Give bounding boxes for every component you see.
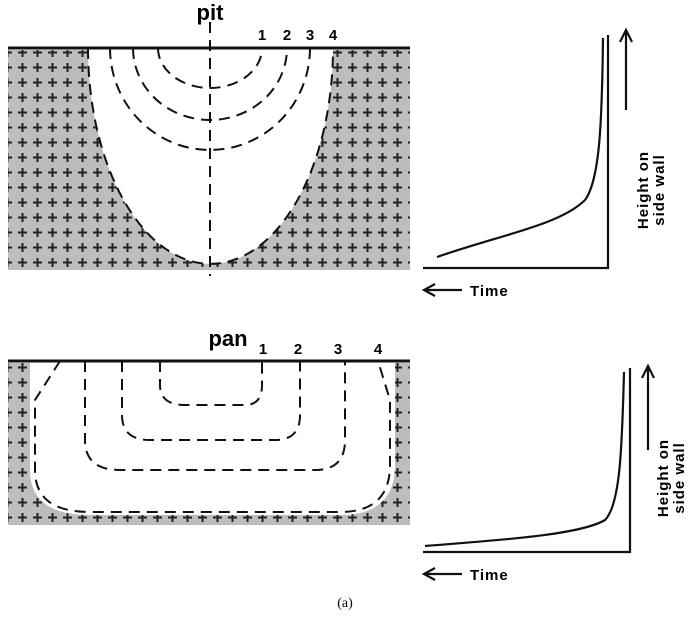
contour-label: 4 [374, 341, 383, 358]
caption: (a) [337, 596, 353, 611]
pan-panel: pan 1 2 3 4 Height on side wall Time [8, 326, 688, 584]
contour-label: 4 [329, 27, 338, 44]
contour-label: 3 [306, 27, 314, 44]
x-axis-label: Time [470, 567, 509, 584]
y-arrow [641, 363, 655, 450]
contour [34, 360, 391, 513]
contour-label: 1 [259, 341, 267, 358]
contour [84, 361, 346, 471]
y-arrow [619, 27, 633, 110]
growth-curve [424, 371, 626, 548]
pit-panel: pit 1 2 3 4 Height on side wall Time [8, 0, 668, 300]
contour [121, 361, 301, 441]
x-axis-label: Time [470, 283, 509, 300]
growth-curve [436, 37, 605, 259]
panel-label: pit [197, 0, 225, 25]
contour [157, 47, 263, 89]
y-axis-label: Height on [655, 439, 672, 517]
y-axis-label: side wall [651, 154, 668, 226]
x-arrow [421, 283, 462, 297]
contour-label: 2 [283, 27, 291, 44]
contour-label: 2 [294, 341, 302, 358]
y-axis-label: side wall [671, 442, 688, 514]
x-arrow [421, 567, 462, 581]
contour-label: 3 [334, 341, 342, 358]
contour [159, 361, 263, 406]
contour-label: 1 [258, 27, 266, 44]
y-axis-label: Height on [635, 151, 652, 229]
panel-label: pan [208, 326, 247, 351]
